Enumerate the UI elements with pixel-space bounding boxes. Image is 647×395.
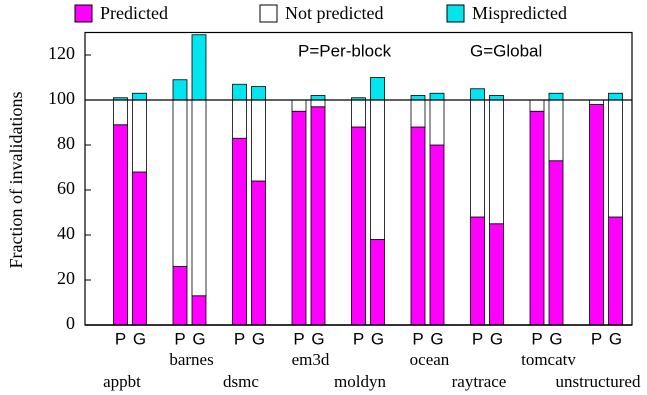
legend-label: Mispredicted	[472, 3, 567, 23]
x-tick-label: ocean	[410, 350, 450, 369]
x-tick-label: dsmc	[223, 372, 259, 391]
bar-label: G	[252, 329, 265, 348]
bar-segment	[410, 99, 426, 128]
bar-label: P	[412, 329, 423, 348]
bar-label: G	[490, 329, 503, 348]
y-tick-label: 120	[48, 43, 75, 63]
bar-segment	[548, 92, 564, 101]
legend-label: Not predicted	[285, 3, 383, 23]
bar-label: P	[531, 329, 542, 348]
bar-segment	[251, 86, 266, 101]
y-tick-label: 60	[57, 178, 75, 198]
bar-segment	[489, 99, 504, 225]
bar-segment	[310, 99, 326, 108]
legend-swatch	[446, 4, 465, 23]
legend-label: Predicted	[100, 3, 168, 23]
bar-segment	[191, 99, 207, 297]
bar-segment	[172, 99, 188, 267]
bar-segment	[470, 99, 485, 218]
bar-segment	[429, 144, 445, 326]
annotation: P=Per-block	[298, 41, 392, 60]
y-tick-label: 0	[66, 313, 75, 333]
bar-segment	[410, 126, 426, 326]
y-tick-label: 40	[57, 223, 75, 243]
x-tick-label: barnes	[169, 350, 213, 369]
bar-segment	[370, 239, 385, 326]
bar-segment	[191, 34, 207, 101]
x-tick-label: moldyn	[334, 372, 386, 391]
bar-label: G	[133, 329, 146, 348]
bar-segment	[529, 99, 545, 112]
bar-segment	[291, 99, 307, 112]
bar-label: P	[293, 329, 304, 348]
bar-segment	[410, 95, 426, 101]
bar-segment	[529, 110, 545, 326]
bar-segment	[370, 77, 385, 101]
bar-segment	[589, 104, 604, 326]
bar-label: G	[192, 329, 205, 348]
bar-label: P	[591, 329, 602, 348]
x-tick-label: appbt	[103, 372, 141, 391]
bar-segment	[232, 83, 247, 101]
bar-segment	[191, 295, 207, 326]
bar-segment	[132, 171, 147, 326]
bar-label: G	[609, 329, 622, 348]
bar-segment	[310, 95, 326, 101]
x-tick-label: raytrace	[452, 372, 507, 391]
bar-label: P	[234, 329, 245, 348]
bar-segment	[489, 223, 504, 326]
bar-segment	[608, 216, 623, 326]
bar-segment	[489, 95, 504, 101]
bar-segment	[589, 99, 604, 105]
bar-segment	[172, 79, 188, 101]
y-tick-label: 20	[57, 268, 75, 288]
bar-segment	[429, 92, 445, 101]
bar-label: G	[311, 329, 324, 348]
bar-segment	[608, 92, 623, 101]
bar-segment	[113, 99, 128, 126]
bar-segment	[548, 99, 564, 162]
bar-segment	[370, 99, 385, 240]
x-tick-label: tomcatv	[521, 350, 576, 369]
bar-segment	[251, 99, 266, 182]
bar-label: G	[430, 329, 443, 348]
bar-label: P	[472, 329, 483, 348]
bar-segment	[113, 124, 128, 326]
bar-segment	[351, 99, 366, 128]
bar-segment	[232, 137, 247, 326]
bar-segment	[232, 99, 247, 139]
bar-segment	[429, 99, 445, 146]
x-tick-label: unstructured	[556, 372, 641, 391]
legend-swatch	[74, 4, 93, 23]
bar-segment	[548, 160, 564, 326]
bar-label: P	[115, 329, 126, 348]
bar-segment	[351, 126, 366, 326]
y-tick-label: 80	[57, 133, 75, 153]
bar-label: P	[174, 329, 185, 348]
annotation: G=Global	[470, 41, 542, 60]
bar-segment	[132, 92, 147, 101]
bar-segment	[470, 88, 485, 101]
bar-label: G	[371, 329, 384, 348]
bar-segment	[172, 266, 188, 326]
bar-segment	[470, 216, 485, 326]
bar-segment	[251, 180, 266, 326]
bar-segment	[132, 99, 147, 173]
bar-label: P	[353, 329, 364, 348]
bar-segment	[608, 99, 623, 218]
y-axis-label: Fraction of invalidations	[6, 92, 26, 269]
y-tick-label: 100	[48, 88, 75, 108]
bar-segment	[310, 106, 326, 326]
bar-segment	[291, 110, 307, 326]
x-tick-label: em3d	[292, 350, 330, 369]
legend-swatch	[259, 4, 278, 23]
bar-label: G	[549, 329, 562, 348]
